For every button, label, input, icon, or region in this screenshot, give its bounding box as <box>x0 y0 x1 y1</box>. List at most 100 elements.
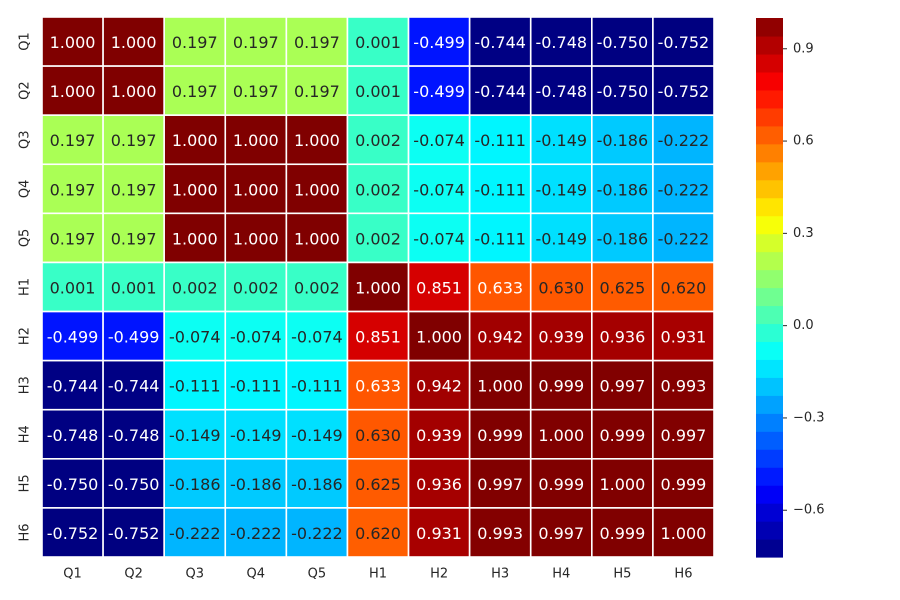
colorbar-segment <box>756 539 783 558</box>
cell-value-label: 1.000 <box>416 328 462 347</box>
x-tick-label: Q2 <box>124 567 143 582</box>
cell-value-label: 0.002 <box>355 229 401 248</box>
colorbar-segment <box>756 35 783 55</box>
y-tick-label: H3 <box>18 376 33 394</box>
colorbar-segment <box>756 233 783 253</box>
heatmap-cell <box>652 359 715 411</box>
heatmap-cell <box>652 65 715 116</box>
x-tick-label: H3 <box>491 567 509 582</box>
cell-value-label: -0.222 <box>291 524 343 543</box>
colorbar-tick-label: 0.6 <box>793 134 814 149</box>
y-tick-label: H4 <box>18 425 33 443</box>
colorbar-segment <box>756 485 783 504</box>
cell-value-label: 0.197 <box>233 33 279 52</box>
heatmap-cell <box>41 16 104 67</box>
cell-value-label: 1.000 <box>172 229 218 248</box>
cell-value-label: 0.942 <box>477 328 523 347</box>
colorbar-segment <box>756 143 783 163</box>
cell-value-label: -0.750 <box>47 475 99 494</box>
x-tick-label: H4 <box>552 567 570 582</box>
heatmap-cell <box>346 212 410 264</box>
heatmap-cell <box>285 212 349 264</box>
cell-value-label: -0.074 <box>413 229 465 248</box>
heatmap-cell <box>102 212 165 264</box>
cell-value-label: 0.633 <box>355 377 401 396</box>
cell-value-label: 0.197 <box>50 131 96 150</box>
colorbar-tick-label: 0.3 <box>793 226 814 241</box>
cell-value-label: -0.222 <box>658 180 710 199</box>
cell-value-label: -0.074 <box>230 328 282 347</box>
y-tick-label: H1 <box>18 278 33 296</box>
cell-value-label: 0.197 <box>294 82 340 101</box>
cell-value-label: -0.149 <box>535 180 587 199</box>
cell-value-label: 0.002 <box>355 180 401 199</box>
y-tick-labels: Q1 Q2 Q3 Q4 Q5 H1 H2 H3 H4 H5 H6 <box>18 32 33 541</box>
cell-value-label: 0.997 <box>661 426 707 445</box>
cell-value-label: -0.222 <box>658 131 710 150</box>
colorbar-segment <box>756 269 783 289</box>
heatmap-cell <box>529 114 593 166</box>
x-tick-label: Q5 <box>308 567 327 582</box>
colorbar-segment <box>756 377 783 396</box>
cell-value-label: 0.001 <box>355 82 401 101</box>
heatmap-cell <box>652 507 715 558</box>
cell-value-label: 0.633 <box>477 279 523 298</box>
heatmap-cell <box>346 261 410 313</box>
heatmap-cell <box>529 212 593 264</box>
cell-value-label: 0.002 <box>355 131 401 150</box>
cell-value-label: 0.931 <box>661 328 707 347</box>
cell-value-label: 0.997 <box>477 475 523 494</box>
colorbar-segment <box>756 107 783 127</box>
cell-value-label: 1.000 <box>538 426 584 445</box>
colorbar-segment <box>756 341 783 360</box>
heatmap-cell <box>591 212 654 264</box>
cell-value-label: 1.000 <box>111 82 157 101</box>
heatmap-cell <box>163 212 227 264</box>
cell-value-label: -0.186 <box>291 475 343 494</box>
colorbar-segment <box>756 359 783 378</box>
heatmap-cell <box>529 408 593 460</box>
colorbar-segment <box>756 431 783 450</box>
heatmap-cell <box>41 65 104 116</box>
colorbar-segment <box>756 18 783 37</box>
cell-value-label: -0.499 <box>108 328 160 347</box>
cell-value-label: -0.186 <box>230 475 282 494</box>
heatmap-cell <box>407 408 471 460</box>
cell-value-label: 0.939 <box>538 328 584 347</box>
x-tick-label: Q1 <box>63 567 82 582</box>
y-tick-label: Q3 <box>18 130 33 149</box>
heatmap-cell <box>41 310 104 362</box>
colorbar-segment <box>756 449 783 468</box>
colorbar-segment <box>756 53 783 73</box>
y-tick-label: H6 <box>18 523 33 541</box>
heatmap-cell <box>591 16 654 67</box>
cell-value-label: 1.000 <box>50 82 96 101</box>
cell-value-label: 1.000 <box>233 229 279 248</box>
cell-value-label: -0.222 <box>169 524 221 543</box>
heatmap-cell <box>529 261 593 313</box>
heatmap-cell <box>346 65 410 116</box>
cell-value-label: -0.149 <box>230 426 282 445</box>
cell-value-label: -0.186 <box>597 229 649 248</box>
heatmap-cell <box>652 16 715 67</box>
colorbar-segment <box>756 71 783 91</box>
y-tick-label: Q2 <box>18 81 33 100</box>
cell-value-label: -0.149 <box>169 426 221 445</box>
heatmap-cell <box>468 507 532 558</box>
heatmap-cell <box>652 163 715 215</box>
cell-value-label: 0.002 <box>233 279 279 298</box>
colorbar-tick-label: −0.6 <box>793 503 825 518</box>
heatmap-cell <box>468 408 532 460</box>
heatmap-cell <box>224 212 288 264</box>
cell-value-label: -0.222 <box>230 524 282 543</box>
cell-value-label: -0.744 <box>474 82 526 101</box>
heatmap-cell <box>529 507 593 558</box>
heatmap-cell <box>102 507 165 558</box>
cell-value-label: 0.999 <box>538 475 584 494</box>
y-tick-label: H2 <box>18 327 33 345</box>
cell-value-label: 0.625 <box>355 475 401 494</box>
cell-value-label: 0.936 <box>416 475 462 494</box>
heatmap-cell <box>652 261 715 313</box>
cell-value-label: 0.197 <box>172 33 218 52</box>
heatmap-cell <box>652 310 715 362</box>
